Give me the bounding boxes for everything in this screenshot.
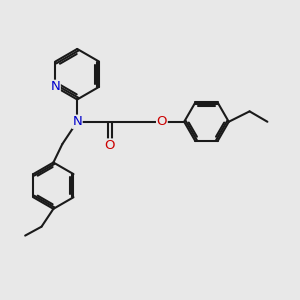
- Text: N: N: [50, 80, 60, 93]
- Text: N: N: [72, 115, 82, 128]
- Text: O: O: [105, 139, 115, 152]
- Text: O: O: [157, 115, 167, 128]
